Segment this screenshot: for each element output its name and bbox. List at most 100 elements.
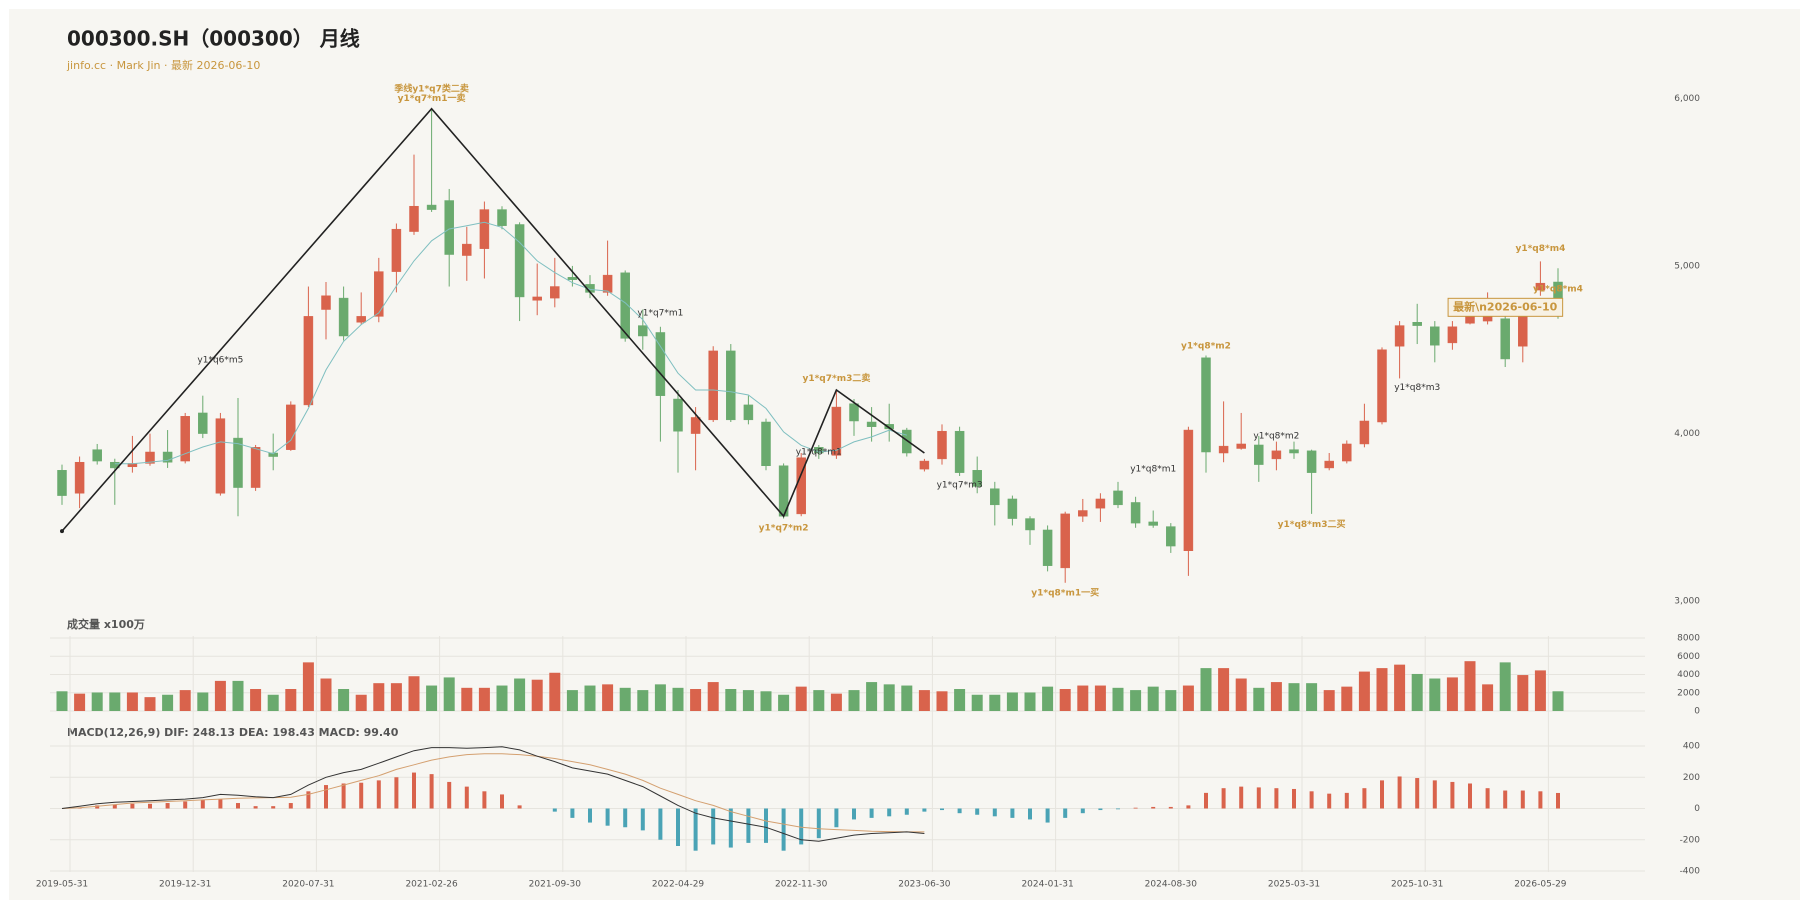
candle-body (990, 488, 1000, 506)
volume-bar (426, 685, 438, 711)
macd-bar (429, 774, 434, 809)
macd-bar (605, 808, 610, 826)
candle-body (338, 297, 349, 337)
candle-body (902, 429, 912, 454)
annotation: y1*q8*m3二买 (1278, 519, 1346, 530)
macd-bar (341, 783, 346, 809)
volume-bar (443, 677, 455, 711)
volume-bar (954, 689, 966, 711)
volume-bar (250, 689, 262, 711)
candle-body (1218, 445, 1229, 454)
macd-bar (1098, 808, 1103, 811)
candle-body (1078, 510, 1088, 517)
candle-body (954, 430, 965, 473)
candle-body (92, 449, 102, 462)
candle-body (884, 424, 894, 430)
volume-bar (936, 691, 948, 711)
volume-bar (1517, 675, 1529, 711)
macd-bar (1450, 781, 1455, 809)
volume-bar (1376, 668, 1388, 711)
volume-bar (918, 690, 930, 711)
macd-bar (95, 805, 100, 809)
candle-body (215, 418, 226, 494)
x-tick-label: 2022-04-29 (652, 880, 705, 890)
candle-body (286, 404, 296, 450)
macd-bar (1239, 786, 1244, 809)
macd-bar (464, 786, 469, 809)
volume-bar (778, 694, 790, 711)
chart-subtitle: jinfo.cc · Mark Jin · 最新 2026-06-10 (66, 58, 260, 72)
macd-bar (940, 808, 944, 811)
y-tick-label: -400 (1680, 867, 1701, 877)
volume-bar (602, 684, 614, 711)
volume-bar (1446, 677, 1458, 711)
y-tick-label: 5,000 (1674, 261, 1700, 271)
candle-body (1060, 513, 1070, 569)
candle-body (1359, 420, 1370, 445)
macd-bar (1274, 788, 1279, 809)
candle-body (1254, 444, 1264, 465)
macd-bar (130, 803, 135, 809)
zigzag-line (61, 107, 925, 532)
candle-body (1236, 443, 1246, 449)
x-tick-label: 2026-05-29 (1514, 880, 1567, 890)
macd-bar (904, 808, 909, 815)
volume-bar (619, 687, 631, 711)
y-tick-label: 3,000 (1674, 597, 1700, 607)
ma-line (114, 221, 907, 465)
macd-bar (746, 808, 751, 843)
macd-bar (975, 808, 980, 815)
volume-bar (1059, 689, 1071, 711)
y-tick-label: 4,000 (1674, 429, 1700, 439)
volume-bar (514, 678, 526, 711)
annotation: y1*q8*m4 (1533, 284, 1583, 294)
candle-body (1113, 490, 1123, 506)
annotation: y1*q8*m2 (1181, 342, 1231, 352)
candle-body (602, 274, 613, 293)
dif-line (61, 746, 925, 842)
macd-bar (1520, 790, 1525, 809)
macd-bar (1010, 808, 1015, 818)
macd-bar (1080, 808, 1085, 814)
candle-body (444, 200, 454, 255)
volume-bar (355, 694, 367, 711)
candle-body (532, 296, 542, 301)
y-tick-label: 4000 (1677, 670, 1700, 680)
candle-body (972, 470, 982, 487)
macd-bar (992, 808, 997, 817)
candle-body (1412, 321, 1422, 326)
volume-bar (654, 684, 666, 711)
volume-bar (830, 693, 842, 711)
candle-body (1465, 316, 1475, 324)
volume-bar (707, 682, 719, 711)
x-tick-label: 2021-02-26 (405, 880, 458, 890)
y-tick-label: 8000 (1677, 634, 1700, 644)
x-tick-label: 2024-08-30 (1145, 880, 1198, 890)
candle-body (462, 243, 472, 256)
candle-body (250, 447, 261, 488)
macd-bar (1186, 805, 1191, 809)
volume-bar (813, 690, 825, 711)
macd-bar (165, 803, 170, 809)
macd-bar (693, 808, 698, 851)
candle-body (233, 437, 243, 488)
volume-bar (408, 676, 420, 711)
macd-bar (148, 803, 152, 809)
candle-body (673, 398, 683, 432)
macd-bar (253, 806, 258, 809)
volume-bar (1235, 678, 1247, 711)
candle-body (743, 404, 754, 421)
candle-body (409, 205, 419, 232)
macd-bar (1168, 806, 1173, 809)
candle-body (1535, 282, 1546, 291)
macd-bar (1116, 808, 1120, 810)
macd-bar (834, 808, 839, 828)
macd-bar (1415, 778, 1420, 809)
latest-label-text: 最新\n2026-06-10 (1453, 299, 1558, 313)
candle-body (391, 228, 402, 272)
candle-body (866, 421, 877, 427)
annotation: y1*q8*m2 (1253, 431, 1299, 441)
candle-body (550, 286, 560, 299)
macd-bar (500, 794, 504, 809)
volume-bar (971, 694, 983, 711)
